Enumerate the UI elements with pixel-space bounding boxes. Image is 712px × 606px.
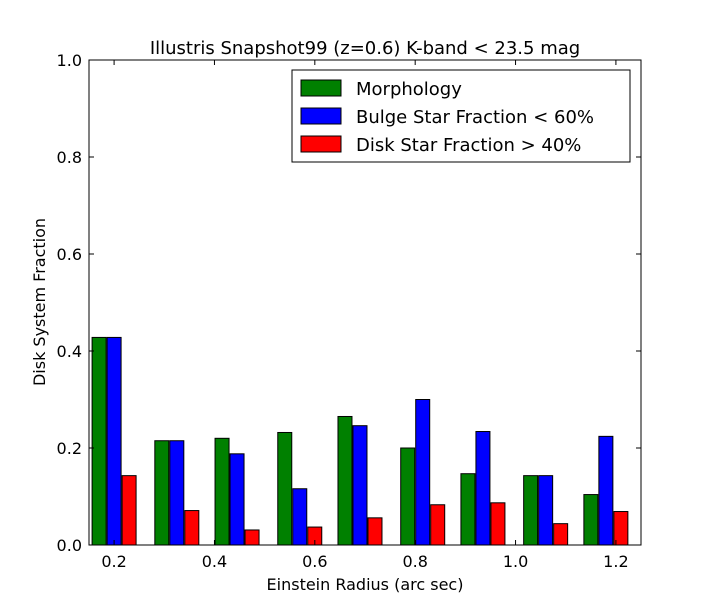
legend-swatch-3	[300, 135, 342, 153]
y-axis-label: Disk System Fraction	[30, 218, 49, 386]
x-tick-label: 1.2	[603, 552, 628, 571]
y-tick-label: 0.4	[57, 342, 82, 361]
legend-box	[291, 69, 631, 163]
x-axis-label: Einstein Radius (arc sec)	[267, 575, 464, 594]
bar-3-3	[244, 529, 260, 546]
legend-label-2: Bulge Star Fraction < 60%	[356, 107, 594, 128]
y-tick-label: 1.0	[57, 51, 82, 70]
bar-2-9	[598, 435, 614, 546]
bar-3-2	[184, 510, 200, 546]
bar-2-5	[352, 425, 368, 546]
x-tick-label: 0.8	[402, 552, 427, 571]
bar-1-5	[337, 415, 353, 546]
x-tick-label: 1.0	[503, 552, 528, 571]
y-tick-label: 0.2	[57, 439, 82, 458]
legend-swatch-2	[300, 107, 342, 125]
y-tick-label: 0.0	[57, 536, 82, 555]
bar-2-7	[475, 431, 491, 546]
bar-2-6	[415, 399, 431, 546]
bar-2-1	[106, 336, 122, 546]
bar-3-9	[613, 511, 629, 546]
bar-1-3	[214, 437, 230, 546]
bar-2-8	[538, 475, 554, 546]
bar-3-7	[490, 502, 506, 546]
legend-label-1: Morphology	[356, 79, 462, 100]
x-tick-label: 0.2	[101, 552, 126, 571]
bar-2-4	[292, 488, 308, 546]
bars-group	[91, 336, 629, 546]
legend: Morphology Bulge Star Fraction < 60% Disk …	[291, 69, 631, 163]
ticks-group: 0.0 0.2 0.4 0.6 0.8 1.0 0.2 0.4 0.6 0.8 1.0 1.2	[57, 51, 641, 571]
bar-3-8	[553, 523, 569, 546]
chart-title: Illustris Snapshot99 (z=0.6) K-band < 23…	[150, 38, 580, 59]
bar-3-1	[121, 475, 137, 546]
bar-1-6	[400, 447, 416, 546]
bar-1-4	[277, 431, 293, 546]
bar-1-7	[460, 473, 476, 546]
plot-frame	[88, 59, 642, 546]
bar-3-5	[367, 517, 383, 546]
bar-1-2	[154, 440, 170, 546]
x-tick-label: 0.6	[302, 552, 327, 571]
y-tick-label: 0.8	[57, 148, 82, 167]
legend-label-3: Disk Star Fraction > 40%	[356, 135, 581, 156]
bar-1-9	[583, 494, 599, 546]
bar-2-3	[229, 453, 245, 546]
legend-swatch-1	[300, 79, 342, 97]
x-tick-label: 0.4	[202, 552, 227, 571]
y-tick-label: 0.6	[57, 245, 82, 264]
bar-1-8	[523, 475, 539, 546]
bar-2-2	[169, 440, 185, 546]
bar-3-6	[430, 504, 446, 546]
bar-1-1	[91, 336, 107, 546]
